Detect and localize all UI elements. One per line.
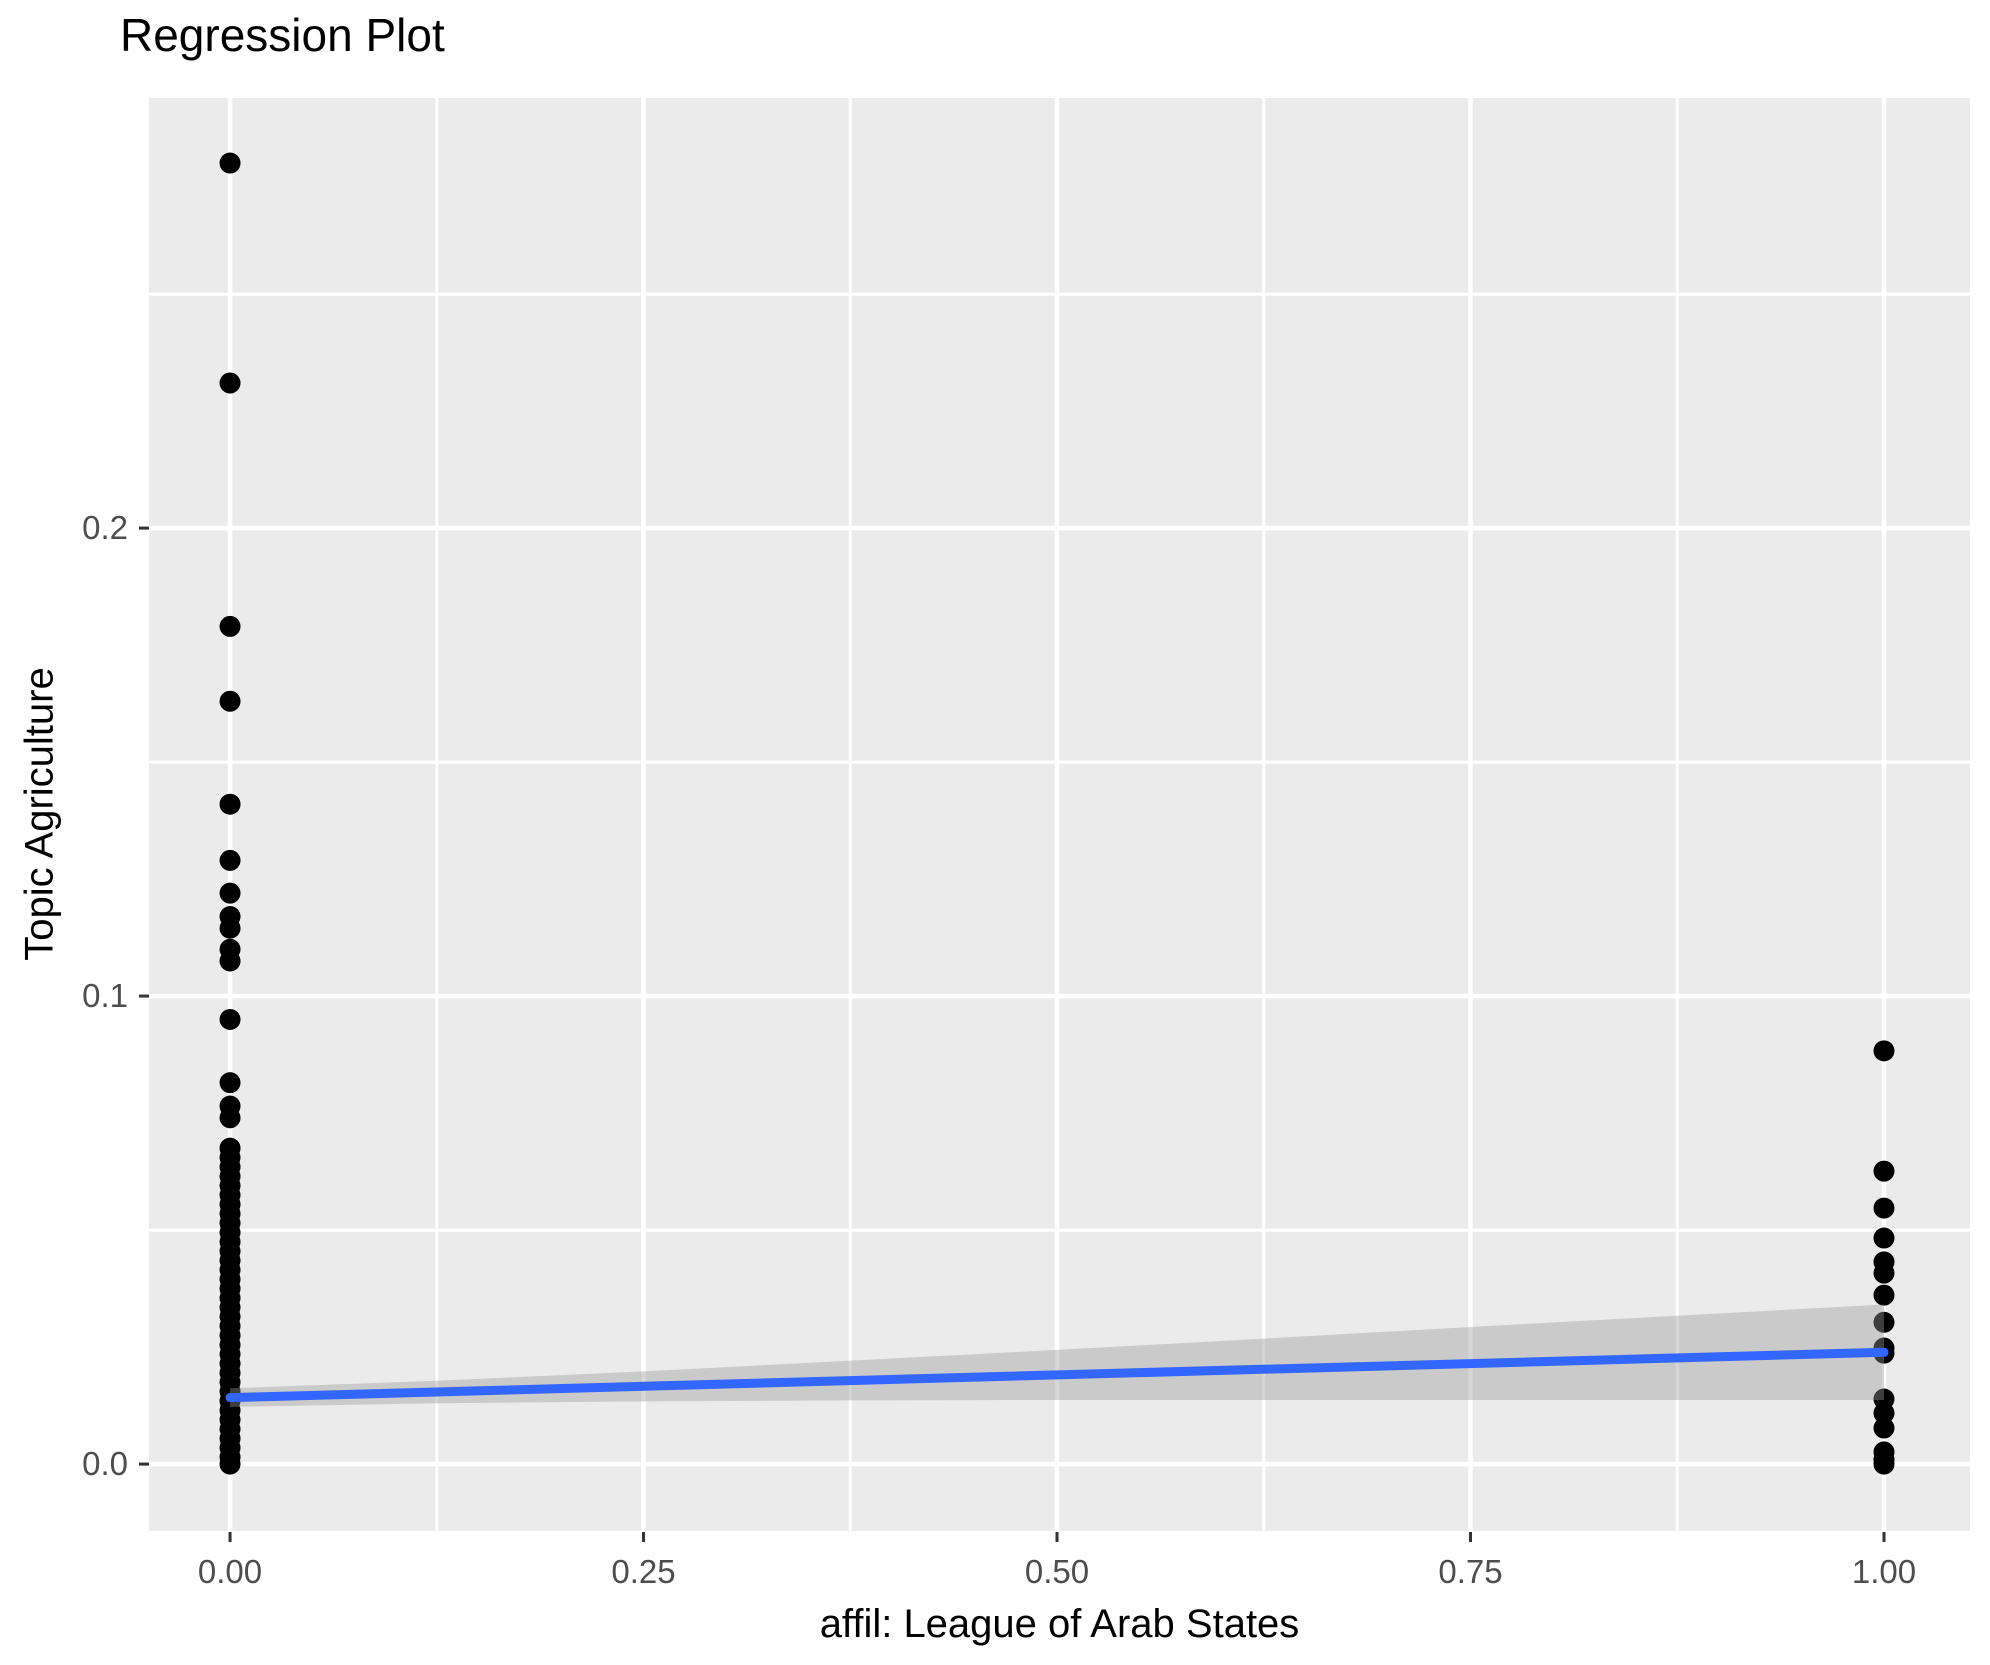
data-point	[1873, 1160, 1895, 1182]
data-point	[219, 152, 241, 174]
data-point	[1873, 1262, 1895, 1284]
y-tick-label: 0.0	[82, 1445, 128, 1483]
data-point	[1873, 1284, 1895, 1306]
data-point	[219, 950, 241, 972]
x-tick-label: 1.00	[1851, 1553, 1917, 1590]
plot-title: Regression Plot	[120, 9, 445, 61]
y-axis-title: Topic Agriculture	[17, 667, 62, 961]
data-point	[219, 793, 241, 815]
data-point	[1873, 1227, 1895, 1249]
data-point	[219, 1107, 241, 1129]
data-point	[1873, 1311, 1895, 1333]
x-tick-label: 0.00	[197, 1553, 263, 1590]
data-point	[1873, 1402, 1895, 1424]
y-tick-label: 0.1	[82, 977, 128, 1015]
y-tick-label: 0.2	[82, 509, 128, 547]
data-point	[1873, 1453, 1895, 1475]
data-point	[219, 882, 241, 904]
data-point	[219, 849, 241, 871]
x-tick-label: 0.75	[1438, 1553, 1503, 1590]
data-point	[219, 1072, 241, 1094]
data-point	[219, 372, 241, 394]
regression-line	[225, 1347, 1889, 1403]
x-tick-label: 0.50	[1024, 1553, 1090, 1590]
data-point	[1873, 1417, 1895, 1439]
data-point	[219, 917, 241, 939]
plot-panel	[149, 98, 1970, 1531]
x-tick-label: 0.25	[611, 1553, 676, 1590]
confidence-band	[230, 1304, 1884, 1407]
data-point	[219, 1453, 241, 1475]
data-point	[1873, 1040, 1895, 1062]
data-point	[219, 615, 241, 637]
data-point	[219, 1008, 241, 1030]
x-axis-title: affil: League of Arab States	[819, 1602, 1300, 1646]
data-point	[219, 690, 241, 712]
data-point	[1873, 1197, 1895, 1219]
